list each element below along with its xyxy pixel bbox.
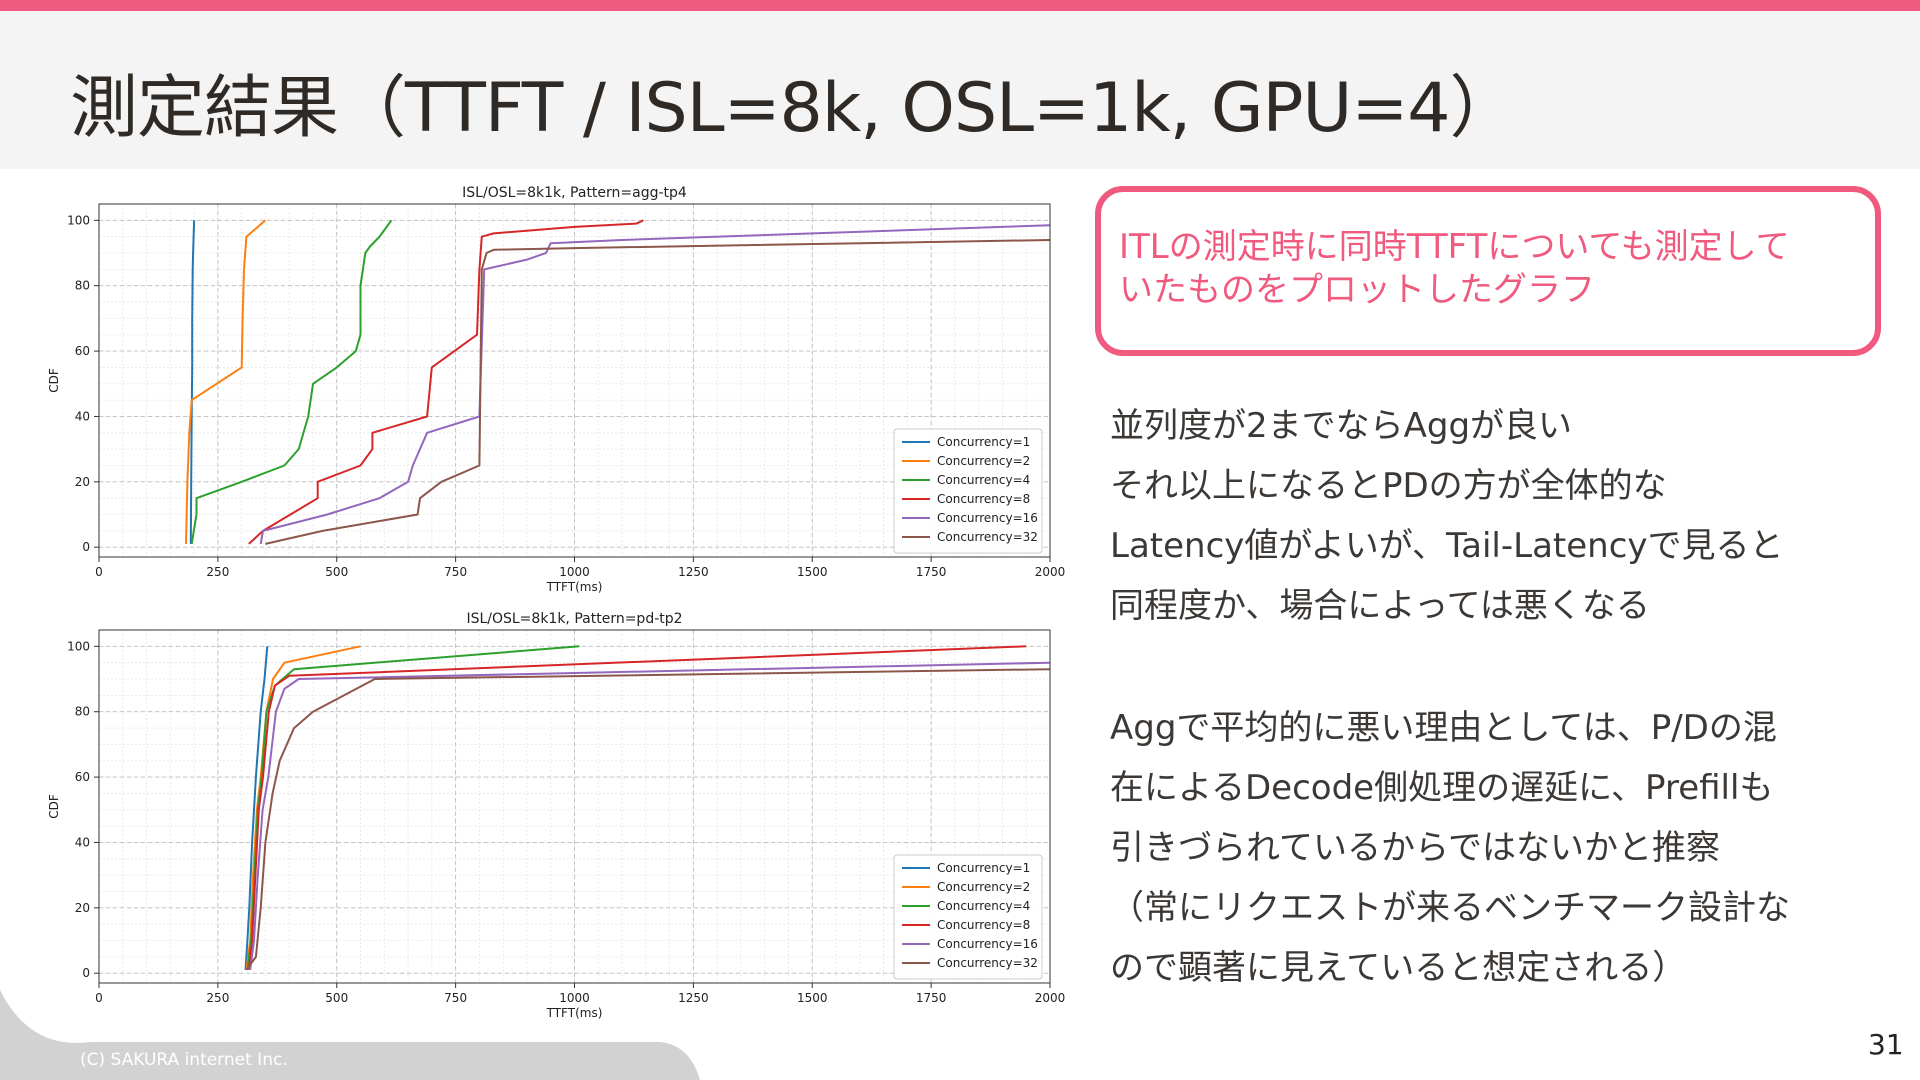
slide-header [0,11,1920,169]
legend-label: Concurrency=16 [937,511,1038,525]
y-tick-label: 20 [75,475,90,489]
page-number: 31 [1868,1028,1904,1061]
legend-label: Concurrency=16 [937,937,1038,951]
chart-agg-tp4: 0 250 500 750 1000 1250 1500 1750 2000 0 20 40 60 80 1… [0,176,1080,600]
x-tick-label: 2000 [1035,991,1066,1005]
y-tick-label: 40 [75,409,90,423]
legend-label: Concurrency=1 [937,435,1030,449]
legend-label: Concurrency=4 [937,899,1030,913]
x-tick-label: 250 [206,991,229,1005]
y-axis-label: CDF [47,794,61,819]
legend-label: Concurrency=32 [937,956,1038,970]
callout-box [1095,186,1881,356]
series-line [189,220,196,544]
callout-line: ITLの測定時に同時TTFTについても測定して [1119,227,1790,267]
legend-label: Concurrency=32 [937,530,1038,544]
slide-title: 測定結果（TTFT / ISL=8k, OSL=1k, GPU=4） [70,69,1518,148]
x-tick-label: 750 [444,565,467,579]
body-line: Aggで平均的に悪い理由としては、P/Dの混 [1110,708,1777,748]
x-tick-label: 0 [95,991,103,1005]
copyright-text: (C) SAKURA internet Inc. [80,1050,288,1070]
legend-label: Concurrency=8 [937,492,1030,506]
series-line [247,645,1027,971]
y-tick-label: 100 [67,639,90,653]
x-tick-label: 500 [325,991,348,1005]
legend-box [893,428,1043,554]
series-line [244,646,269,970]
body-line: 同程度か、場合によっては悪くなる [1110,586,1650,626]
chart-agg-tp4-svg: 0 250 500 750 1000 1250 1500 1750 2000 0 20 40 60 80 1… [47,185,1066,594]
body-line: ので顕著に見えていると想定される） [1110,948,1687,988]
y-tick-label: 40 [75,835,90,849]
y-tick-label: 80 [75,705,90,719]
legend-label: Concurrency=2 [937,454,1030,468]
series-line [245,668,1051,971]
y-tick-label: 60 [75,770,90,784]
legend-label: Concurrency=1 [937,861,1030,875]
chart-title: ISL/OSL=8k1k, Pattern=agg-tp4 [462,185,687,201]
x-tick-label: 750 [444,991,467,1005]
x-tick-label: 1000 [559,991,590,1005]
legend-label: Concurrency=4 [937,473,1030,487]
x-axis-label: TTFT(ms) [546,580,603,594]
y-tick-label: 60 [75,344,90,358]
callout-line: いたものをプロットしたグラフ [1119,270,1595,310]
legend-box [893,854,1043,980]
chart-title: ISL/OSL=8k1k, Pattern=pd-tp2 [466,611,682,627]
y-tick-label: 0 [82,966,90,980]
y-tick-label: 100 [67,213,90,227]
series-line [190,219,393,545]
x-tick-label: 0 [95,565,103,579]
body-line: それ以上になるとPDの方が全体的な [1110,466,1667,506]
body-paragraph-1: 並列度が2までならAggが良い それ以上になるとPDの方が全体的な Latenc… [1110,396,1900,636]
x-tick-label: 250 [206,565,229,579]
x-tick-label: 1500 [797,991,828,1005]
x-tick-label: 1750 [916,991,947,1005]
callout-text: ITLの測定時に同時TTFTについても測定して いたものをプロットしたグラフ [1119,226,1879,312]
legend-label: Concurrency=2 [937,880,1030,894]
chart-pd-tp2-svg: 0 250 500 750 1000 1250 1500 1750 2000 0 20 40 60 80 1… [47,611,1066,1020]
series-line [248,219,644,545]
y-tick-label: 20 [75,901,90,915]
y-tick-label: 0 [82,540,90,554]
series-line [259,224,1051,545]
y-axis-label: CDF [47,368,61,393]
body-line: 在によるDecode側処理の遅延に、Prefillも [1110,768,1774,808]
x-tick-label: 2000 [1035,565,1066,579]
x-tick-label: 1250 [678,991,709,1005]
x-tick-label: 500 [325,565,348,579]
body-line: 並列度が2までならAggが良い [1110,406,1573,446]
series-line [185,219,267,544]
body-line: （常にリクエストが来るベンチマーク設計な [1110,888,1790,928]
footer-decoration [0,990,700,1080]
series-line [265,239,1051,545]
x-tick-label: 1250 [678,565,709,579]
top-accent-bar [0,0,1920,11]
body-line: Latency値がよいが、Tail-Latencyで見ると [1110,526,1784,566]
body-line: 引きづられているからではないかと推察 [1110,828,1720,868]
chart-pd-tp2: 0 250 500 750 1000 1250 1500 1750 2000 0 20 40 60 80 1… [0,602,1080,1026]
series-line [249,661,1051,971]
legend-label: Concurrency=8 [937,918,1030,932]
body-paragraph-2: Aggで平均的に悪い理由としては、P/Dの混 在によるDecode側処理の遅延に… [1110,698,1900,998]
x-tick-label: 1500 [797,565,828,579]
x-axis-label: TTFT(ms) [546,1006,603,1020]
x-tick-label: 1000 [559,565,590,579]
x-tick-label: 1750 [916,565,947,579]
y-tick-label: 80 [75,279,90,293]
